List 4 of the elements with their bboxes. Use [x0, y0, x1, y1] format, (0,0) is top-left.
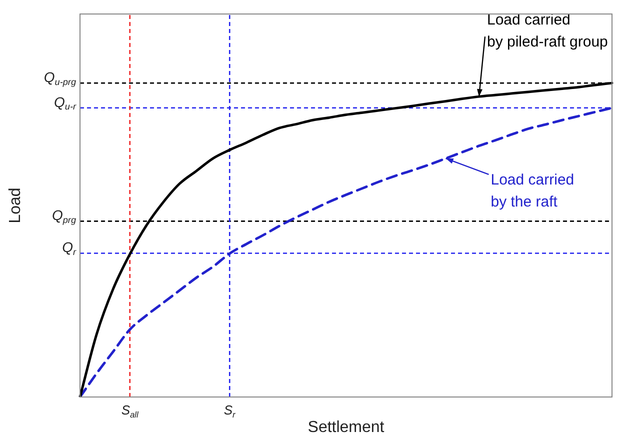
y-axis-title: Load — [7, 188, 24, 224]
x-axis-title: Settlement — [308, 418, 385, 436]
text: Load carried by piled-raft group — [487, 12, 608, 51]
annotation: Load carried by the raft — [490, 172, 574, 211]
